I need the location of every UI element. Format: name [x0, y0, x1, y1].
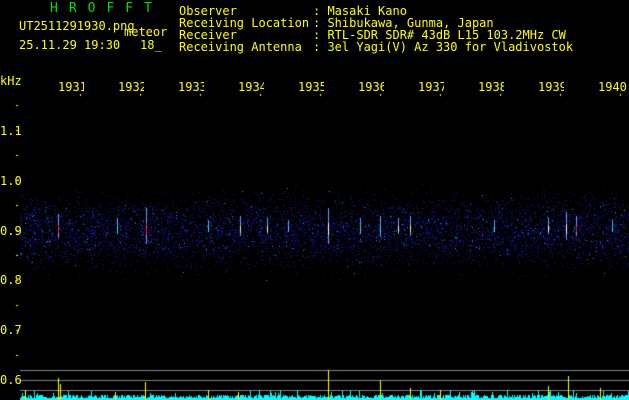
receiver-label: Receiver [179, 28, 237, 42]
location-value: : Shibukawa, Gunma, Japan [313, 16, 494, 30]
y-tick-label: 1.0 [0, 174, 22, 188]
antenna-label: Receiving Antenna [179, 40, 302, 54]
datetime: 25.11.29 19:30 [19, 38, 121, 52]
antenna-value: : 3el Yagi(V) Az 330 for Vladivostok [313, 40, 574, 54]
y-tick-label: 0.7 [0, 323, 22, 337]
mode-label: meteor [124, 25, 168, 39]
x-tick-label: 1938 [478, 81, 504, 93]
meteor-count: 18_ [140, 38, 162, 52]
x-tick-label: 1936 [358, 81, 384, 93]
y-tick-label: 0.8 [0, 273, 22, 287]
y-unit-label: kHz [0, 74, 22, 88]
y-tick-label: 1.1 [0, 124, 22, 138]
x-tick-label: 1934 [238, 81, 264, 93]
x-tick-label: 1935 [298, 81, 324, 93]
observer-label: Observer [179, 4, 237, 18]
file-name: UT2511291930.png [19, 19, 135, 33]
x-tick-label: 1940 [598, 81, 627, 93]
app-title: HROFFT [50, 1, 163, 16]
x-tick-label: 1932 [118, 81, 144, 93]
location-label: Receiving Location [179, 16, 310, 30]
x-tick-label: 1931 [58, 81, 84, 93]
receiver-value: : RTL-SDR SDR# 43dB L15 103.2MHz CW [313, 28, 566, 42]
observer-value: : Masaki Kano [313, 4, 407, 18]
y-tick-label: 0.6 [0, 373, 22, 387]
x-tick-label: 1939 [538, 81, 564, 93]
x-tick-label: 1937 [418, 81, 444, 93]
y-tick-label: 0.9 [0, 224, 22, 238]
x-tick-label: 1933 [178, 81, 204, 93]
